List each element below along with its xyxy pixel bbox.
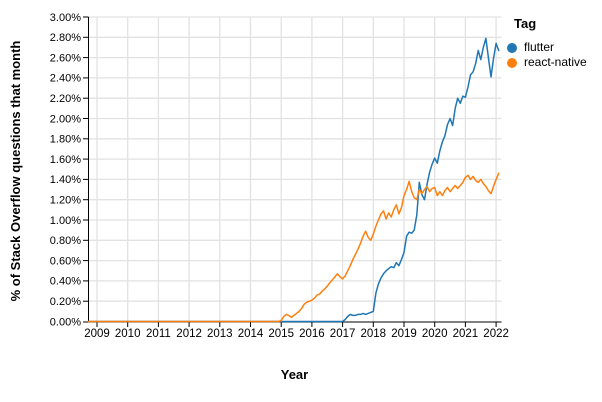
y-tick-label: 1.60% bbox=[50, 154, 81, 166]
flutter-series-swatch-icon bbox=[507, 42, 517, 53]
x-tick-label: 2011 bbox=[146, 328, 171, 340]
x-tick-label: 2022 bbox=[483, 328, 509, 340]
x-tick-label: 2014 bbox=[238, 328, 264, 340]
x-tick-label: 2021 bbox=[453, 328, 479, 340]
legend-item-flutter: flutter bbox=[507, 41, 587, 54]
y-tick-label: 0.60% bbox=[50, 255, 81, 267]
y-tick-label: 3.00% bbox=[50, 12, 81, 24]
x-tick-label: 2009 bbox=[84, 328, 110, 340]
x-tick-label: 2015 bbox=[268, 328, 294, 340]
y-tick-label: 2.00% bbox=[50, 113, 81, 125]
y-tick-label: 1.40% bbox=[50, 174, 81, 186]
legend-item-react-native-label: react-native bbox=[524, 55, 587, 69]
react-native-series-swatch-icon bbox=[507, 57, 517, 68]
x-tick-label: 2016 bbox=[299, 328, 325, 340]
legend: Tag flutter react-native bbox=[507, 16, 587, 71]
x-tick-label: 2013 bbox=[207, 328, 233, 340]
y-axis-title: % of Stack Overflow questions that month bbox=[8, 40, 23, 302]
y-tick-label: 0.80% bbox=[50, 235, 81, 247]
x-tick-label: 2010 bbox=[115, 328, 141, 340]
legend-item-react-native: react-native bbox=[507, 56, 587, 69]
series-lines bbox=[87, 37, 500, 323]
y-tick-label: 1.80% bbox=[50, 134, 81, 146]
y-tick-label: 1.00% bbox=[50, 215, 81, 227]
trend-line-react-native bbox=[87, 172, 500, 323]
horizontal-gridlines bbox=[88, 16, 502, 302]
y-tick-labels: 0.00% 0.20% 0.40% 0.60% 0.80% 1.00% 1.20% 1.40%… bbox=[50, 12, 81, 328]
x-tick-label: 2019 bbox=[391, 328, 417, 340]
vertical-gridlines bbox=[96, 17, 497, 322]
y-tick-label: 2.40% bbox=[50, 73, 81, 85]
y-tick-label: 0.00% bbox=[50, 316, 81, 328]
x-tick-labels: 2009 2010 2011 2012 2013 2014 2015 2016 2017 2018… bbox=[84, 328, 509, 340]
x-tick-label: 2020 bbox=[422, 328, 448, 340]
legend-title: Tag bbox=[514, 16, 537, 31]
x-axis-title: Year bbox=[280, 367, 309, 382]
y-tick-label: 2.20% bbox=[50, 93, 81, 105]
legend-item-flutter-label: flutter bbox=[524, 40, 555, 54]
x-tick-label: 2018 bbox=[361, 328, 387, 340]
y-tick-label: 2.80% bbox=[50, 32, 81, 44]
y-tick-label: 0.20% bbox=[50, 296, 81, 308]
x-tick-label: 2012 bbox=[176, 328, 202, 340]
y-tick-label: 1.20% bbox=[50, 195, 81, 207]
y-tick-label: 2.60% bbox=[50, 52, 81, 64]
y-tick-label: 0.40% bbox=[50, 276, 81, 288]
x-tick-label: 2017 bbox=[330, 328, 356, 340]
